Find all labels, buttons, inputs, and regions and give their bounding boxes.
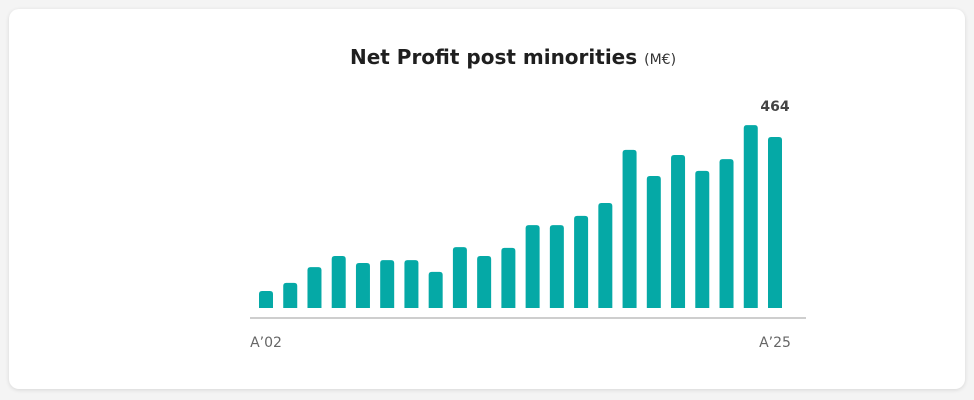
bar	[477, 256, 492, 308]
bar	[259, 291, 273, 308]
bar	[452, 247, 467, 308]
bar	[380, 260, 395, 308]
bar	[598, 202, 613, 308]
bar	[622, 149, 637, 308]
bar	[331, 256, 346, 308]
bar	[355, 263, 370, 308]
bar	[525, 225, 540, 308]
bar	[719, 159, 734, 308]
x-tick-label: A’02	[250, 335, 282, 351]
bar	[646, 176, 661, 308]
bar	[428, 271, 443, 308]
x-tick-label: A’25	[759, 335, 791, 351]
card	[9, 9, 965, 389]
title-text: Net Profit post minorities	[350, 45, 637, 69]
bar	[768, 136, 782, 308]
unit: (M€)	[644, 52, 676, 68]
bar	[743, 125, 758, 308]
bar	[501, 247, 516, 308]
bar	[404, 260, 419, 308]
bar	[671, 155, 686, 308]
bar	[549, 225, 564, 308]
value-label: 464	[760, 99, 789, 115]
chart-title: Net Profit post minorities (M€)	[350, 45, 676, 69]
bar	[574, 215, 589, 308]
bar	[307, 267, 322, 308]
bar	[283, 282, 298, 308]
bar	[695, 170, 710, 308]
